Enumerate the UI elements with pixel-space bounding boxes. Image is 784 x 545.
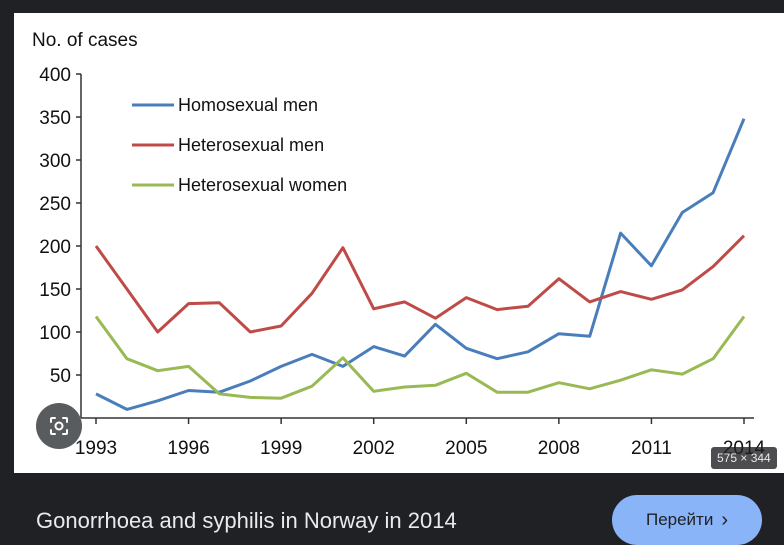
legend-label: Heterosexual men — [178, 135, 324, 155]
y-tick-label: 300 — [39, 151, 71, 172]
y-tick-label: 250 — [39, 194, 71, 215]
visit-button[interactable]: Перейти › — [612, 495, 762, 545]
x-tick-label: 2011 — [631, 438, 672, 459]
caption-bar: Gonorrhoea and syphilis in Norway in 201… — [0, 473, 784, 545]
series-line-homosexual-men — [95, 118, 746, 411]
y-tick-label: 400 — [39, 65, 71, 86]
x-tick-label: 2008 — [538, 438, 580, 459]
x-tick-label: 2002 — [353, 438, 395, 459]
series-line-heterosexual-men — [94, 234, 746, 334]
legend-label: Homosexual men — [178, 95, 318, 115]
y-axis-ticks: 50 100 150 200 250 300 350 400 — [39, 65, 81, 387]
legend: Homosexual men Heterosexual men Heterosexu… — [132, 95, 347, 195]
x-axis-ticks: 19931996199920022005200820112014 — [75, 418, 766, 459]
x-tick-label: 1993 — [75, 438, 117, 459]
image-caption[interactable]: Gonorrhoea and syphilis in Norway in 201… — [36, 508, 457, 533]
google-lens-icon — [50, 417, 68, 435]
visit-button-label: Перейти — [645, 510, 714, 529]
y-tick-label: 50 — [50, 366, 71, 387]
y-tick-label: 150 — [39, 280, 71, 301]
image-dimensions-badge: 575 × 344 — [711, 447, 777, 469]
x-tick-label: 1999 — [260, 438, 302, 459]
image-preview[interactable]: No. of cases 50 100 150 200 250 300 350 400 199… — [14, 13, 784, 473]
x-tick-label: 2005 — [445, 438, 487, 459]
y-tick-label: 100 — [39, 323, 71, 344]
chevron-right-icon: › — [721, 509, 729, 531]
legend-label: Heterosexual women — [178, 175, 347, 195]
line-chart: No. of cases 50 100 150 200 250 300 350 400 199… — [32, 30, 766, 459]
x-tick-label: 1996 — [167, 438, 209, 459]
y-tick-label: 350 — [39, 108, 71, 129]
series-lines — [94, 118, 746, 411]
series-line-heterosexual-women — [94, 315, 746, 400]
y-axis-label: No. of cases — [32, 30, 138, 51]
y-tick-label: 200 — [39, 237, 71, 258]
google-lens-button[interactable] — [36, 403, 82, 449]
